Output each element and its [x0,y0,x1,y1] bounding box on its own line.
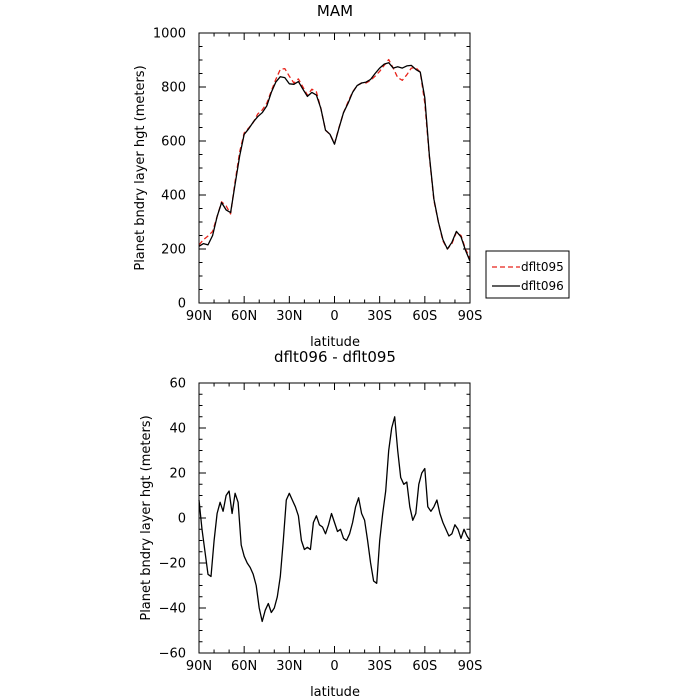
chart-panel-mam: MAM latitude Planet bndry layer hgt (met… [133,2,482,350]
y-tick-label-bottom-1: −40 [159,602,186,617]
y-tick-label-bottom-0: −60 [159,647,186,662]
legend: dflt095 dflt096 [485,250,570,299]
chart-title-mam: MAM [317,2,353,20]
x-tick-label-top-1: 60N [231,309,257,324]
x-tick-label-top-0: 90N [186,309,212,324]
legend-label-dflt096: dflt096 [521,279,564,293]
x-tick-label-bottom-5: 60S [412,659,437,674]
x-tick-label-top-5: 60S [412,309,437,324]
y-axis-label-bottom: Planet bndry layer hgt (meters) [139,415,154,620]
x-tick-label-top-4: 30S [367,309,392,324]
series-line-dflt096 [198,62,471,262]
x-tick-label-bottom-4: 30S [367,659,392,674]
legend-box [485,250,570,299]
y-axis-label-top: Planet bndry layer hgt (meters) [133,65,148,270]
series-group-top [198,58,471,262]
chart-panel-diff: dflt096 - dflt095 latitude Planet bndry … [139,348,482,700]
y-tick-label-bottom-4: 20 [169,467,186,482]
x-axis-label-bottom: latitude [310,685,360,700]
plot-frame-top [198,32,471,304]
series-line-diff-bottom [198,416,471,623]
x-tick-label-bottom-3: 0 [330,659,338,674]
tick-group-top: 90N 60N 30N 0 30S 60S 90S 0 200 400 600 800 1000 [153,27,482,325]
y-tick-label-top-4: 800 [161,81,186,96]
y-tick-label-bottom-6: 60 [169,377,186,392]
y-tick-label-bottom-3: 0 [178,512,186,527]
x-tick-label-top-6: 90S [458,309,483,324]
y-tick-label-top-3: 600 [161,135,186,150]
x-tick-label-bottom-0: 90N [186,659,212,674]
y-tick-label-bottom-2: −20 [159,557,186,572]
series-group-bottom [198,416,471,623]
y-tick-label-top-2: 400 [161,189,186,204]
x-tick-label-bottom-6: 90S [458,659,483,674]
y-tick-label-bottom-5: 40 [169,422,186,437]
x-tick-label-bottom-1: 60N [231,659,257,674]
plot-frame-bottom [198,382,471,654]
x-tick-label-top-3: 0 [330,309,338,324]
y-tick-label-top-1: 200 [161,243,186,258]
y-tick-label-top-0: 0 [178,297,186,312]
x-tick-label-top-2: 30N [276,309,302,324]
x-axis-label-top: latitude [310,335,360,350]
x-tick-label-bottom-2: 30N [276,659,302,674]
y-tick-label-top-5: 1000 [153,27,186,42]
legend-label-dflt095: dflt095 [521,260,564,274]
tick-group-bottom: 90N 60N 30N 0 30S 60S 90S −60 −40 −20 0 20 40 60 [159,377,483,675]
chart-title-diff: dflt096 - dflt095 [274,348,396,366]
